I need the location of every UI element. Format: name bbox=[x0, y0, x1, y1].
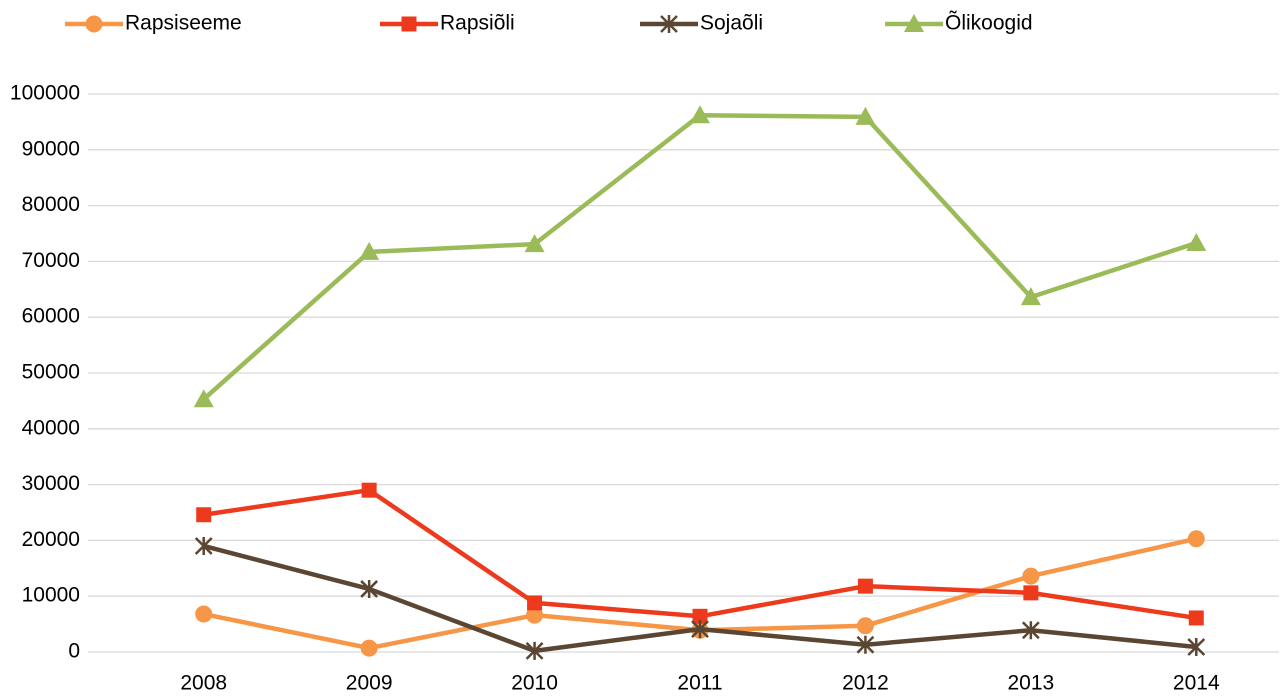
marker bbox=[526, 606, 544, 624]
y-tick-label: 80000 bbox=[22, 193, 80, 216]
marker bbox=[1021, 621, 1040, 640]
legend-label: Rapsiseeme bbox=[125, 12, 242, 35]
y-tick-label: 60000 bbox=[22, 305, 80, 328]
marker bbox=[1188, 610, 1204, 626]
marker bbox=[527, 595, 543, 611]
y-tick-label: 100000 bbox=[10, 82, 80, 105]
legend-label: Õlikoogid bbox=[945, 11, 1033, 35]
x-tick-label: 2010 bbox=[511, 672, 558, 695]
marker bbox=[1187, 637, 1206, 656]
legend-label: Sojaõli bbox=[700, 12, 763, 35]
y-tick-label: 90000 bbox=[22, 137, 80, 160]
x-tick-label: 2013 bbox=[1007, 672, 1054, 695]
y-tick-label: 20000 bbox=[22, 528, 80, 551]
marker bbox=[855, 106, 876, 125]
marker bbox=[193, 389, 214, 408]
legend-marker bbox=[401, 16, 417, 32]
marker bbox=[1023, 585, 1039, 601]
y-tick-label: 50000 bbox=[22, 361, 80, 384]
y-tick-label: 30000 bbox=[22, 472, 80, 495]
marker bbox=[196, 507, 212, 523]
marker bbox=[856, 617, 874, 635]
marker bbox=[1186, 232, 1207, 251]
legend-marker bbox=[85, 15, 103, 33]
x-tick-label: 2011 bbox=[677, 672, 722, 695]
marker bbox=[691, 620, 709, 639]
marker bbox=[692, 608, 708, 624]
x-tick-label: 2012 bbox=[842, 672, 889, 695]
marker bbox=[194, 536, 213, 555]
marker bbox=[524, 234, 545, 253]
y-tick-label: 40000 bbox=[22, 416, 80, 439]
y-tick-label: 10000 bbox=[22, 584, 80, 607]
marker bbox=[690, 105, 710, 124]
x-tick-label: 2009 bbox=[346, 672, 393, 695]
marker bbox=[361, 482, 377, 498]
marker bbox=[195, 605, 213, 623]
series-line bbox=[202, 112, 1197, 401]
legend-marker bbox=[660, 15, 678, 33]
x-tick-label: 2008 bbox=[180, 672, 227, 695]
y-tick-label: 0 bbox=[68, 640, 80, 663]
marker bbox=[360, 639, 378, 657]
series-line bbox=[203, 487, 1197, 621]
marker bbox=[857, 578, 873, 594]
legend-label: Rapsiõli bbox=[440, 12, 515, 35]
x-tick-label: 2014 bbox=[1173, 672, 1220, 695]
marker bbox=[1187, 530, 1205, 548]
marker bbox=[359, 241, 380, 260]
legend-marker bbox=[904, 14, 924, 32]
marker bbox=[360, 579, 379, 598]
marker bbox=[1022, 567, 1040, 585]
marker bbox=[1020, 287, 1041, 306]
y-tick-label: 70000 bbox=[22, 249, 80, 272]
marker bbox=[525, 641, 544, 660]
marker bbox=[856, 635, 875, 654]
